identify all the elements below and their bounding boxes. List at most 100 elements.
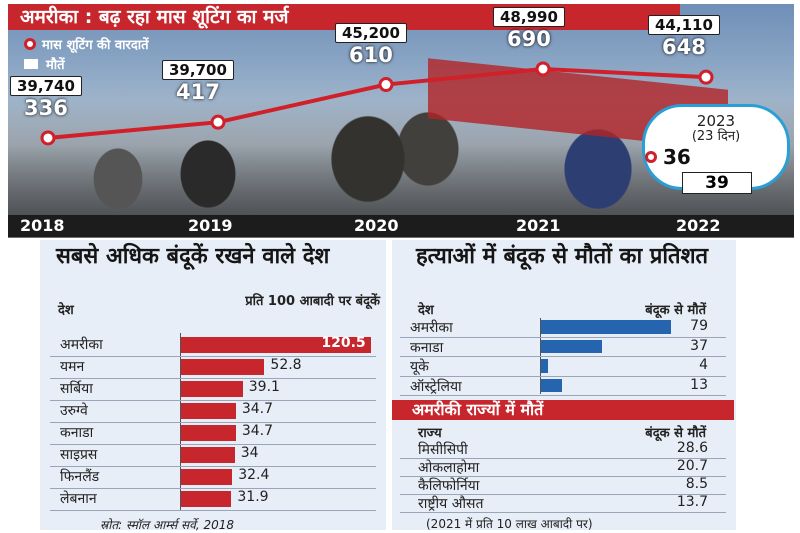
- value-label: 32.4: [238, 467, 270, 483]
- percent-panel-title: हत्याओं में बंदूक से मौतों का प्रतिशत: [416, 244, 709, 269]
- deaths-label-2019: 39,700: [162, 60, 234, 80]
- deaths-label-2018: 39,740: [10, 76, 82, 96]
- category-label: उरुग्वे: [60, 403, 88, 419]
- row-divider: [50, 510, 376, 511]
- trend-line-chart: [40, 61, 714, 146]
- deaths-label-2021: 48,990: [493, 7, 565, 27]
- bar: [181, 425, 236, 441]
- category-label: सर्बिया: [60, 381, 93, 397]
- state-value: 8.5: [685, 476, 708, 492]
- state-value: 20.7: [676, 458, 708, 474]
- shooting-point-2022: [698, 69, 714, 85]
- value-label: 79: [690, 318, 708, 334]
- year-label-2018: 2018: [20, 216, 65, 235]
- state-name: मिसीसिपी: [418, 442, 468, 458]
- value-label: 34: [240, 445, 259, 461]
- value-label: 34.7: [241, 423, 273, 439]
- states-title: अमरीकी राज्यों में मौतें: [392, 400, 734, 420]
- bar: [181, 403, 236, 419]
- row-divider: [400, 458, 726, 459]
- value-label: 4: [699, 357, 708, 373]
- value-label: 52.8: [270, 357, 302, 373]
- shootings-label-2019: 417: [176, 80, 220, 104]
- category-label: कनाडा: [60, 425, 94, 441]
- legend-deaths: मौतें: [46, 58, 65, 73]
- shootings-line: [47, 66, 707, 140]
- shooting-marker-icon: [24, 38, 36, 50]
- category-label: यमन: [60, 359, 85, 375]
- value-label: 34.7: [241, 401, 273, 417]
- bar: [181, 337, 372, 353]
- category-label: फिनलैंड: [60, 469, 100, 485]
- row-divider: [400, 356, 726, 357]
- percent-col-value: बंदूक से मौतें: [645, 303, 706, 318]
- value-label: 13: [690, 376, 708, 393]
- value-label: 31.9: [237, 489, 269, 505]
- guns-panel-title: सबसे अधिक बंदूकें रखने वाले देश: [56, 244, 330, 269]
- year-label-2021: 2021: [516, 216, 561, 235]
- shooting-marker-icon: [645, 151, 657, 163]
- deaths-box-icon: [24, 59, 38, 69]
- bar: [181, 491, 232, 507]
- year-label-2020: 2020: [354, 216, 399, 235]
- state-name: कैलिफोर्निया: [418, 478, 480, 494]
- legend-shootings: मास शूटिंग की वारदातें: [42, 38, 149, 53]
- shooting-point-2019: [210, 114, 226, 130]
- row-divider: [50, 378, 376, 379]
- category-label: यूके: [410, 359, 429, 375]
- year-axis: [8, 215, 794, 237]
- row-divider: [400, 494, 726, 495]
- bar: [181, 469, 233, 485]
- value-label: 120.5: [321, 335, 366, 351]
- shootings-label-2022: 648: [662, 35, 706, 59]
- bar: [181, 381, 243, 397]
- value-label: 39.1: [248, 379, 280, 395]
- row-divider: [50, 466, 376, 467]
- bar: [181, 447, 235, 463]
- shooting-point-2020: [378, 77, 394, 93]
- shooting-point-2018: [40, 130, 56, 146]
- row-divider: [50, 356, 376, 357]
- category-label: साइप्रस: [60, 447, 98, 463]
- row-divider: [400, 476, 726, 477]
- row-divider: [50, 422, 376, 423]
- badge-shootings: 36: [663, 145, 691, 169]
- state-value: 13.7: [676, 494, 708, 510]
- badge-deaths: 39: [682, 172, 752, 194]
- guns-col-value: प्रति 100 आबादी पर बंदूकें: [245, 294, 380, 309]
- bar: [541, 359, 548, 373]
- category-label: अमरीका: [60, 337, 103, 353]
- row-divider: [50, 444, 376, 445]
- category-label: कनाडा: [410, 339, 444, 356]
- row-divider: [400, 336, 726, 338]
- bar: [541, 339, 603, 353]
- source-note: स्रोत: स्मॉल आर्म्स सर्वे, 2018: [100, 518, 234, 532]
- value-label: 37: [690, 337, 708, 354]
- guns-col-country: देश: [58, 303, 74, 318]
- category-label: लेबनान: [60, 491, 97, 507]
- bar: [181, 359, 265, 375]
- shootings-label-2020: 610: [349, 43, 393, 67]
- badge-period: (23 दिन): [691, 129, 741, 144]
- states-col-value: बंदूक से मौतें: [645, 426, 706, 441]
- chart-legend: मास शूटिंग की वारदातें मौतें: [24, 34, 149, 74]
- state-name: राष्ट्रीय औसत: [418, 496, 484, 512]
- year-label-2022: 2022: [676, 216, 721, 235]
- state-name: ओकलाहोमा: [418, 460, 480, 476]
- row-divider: [400, 512, 726, 513]
- bar: [541, 378, 563, 392]
- bar: [541, 320, 672, 334]
- gun-death-percent-panel: [392, 240, 736, 530]
- category-label: ऑस्ट्रेलिया: [410, 378, 462, 395]
- deaths-label-2020: 45,200: [335, 23, 407, 43]
- shooting-point-2021: [535, 61, 551, 77]
- states-col-state: राज्य: [418, 426, 442, 441]
- shootings-label-2021: 690: [507, 27, 551, 51]
- row-divider: [50, 400, 376, 401]
- badge-year: 2023: [696, 112, 736, 130]
- row-divider: [400, 395, 726, 396]
- states-note: (2021 में प्रति 10 लाख आबादी पर): [426, 517, 593, 531]
- deaths-label-2022: 44,110: [648, 15, 720, 35]
- row-divider: [50, 488, 376, 489]
- state-value: 28.6: [676, 440, 708, 456]
